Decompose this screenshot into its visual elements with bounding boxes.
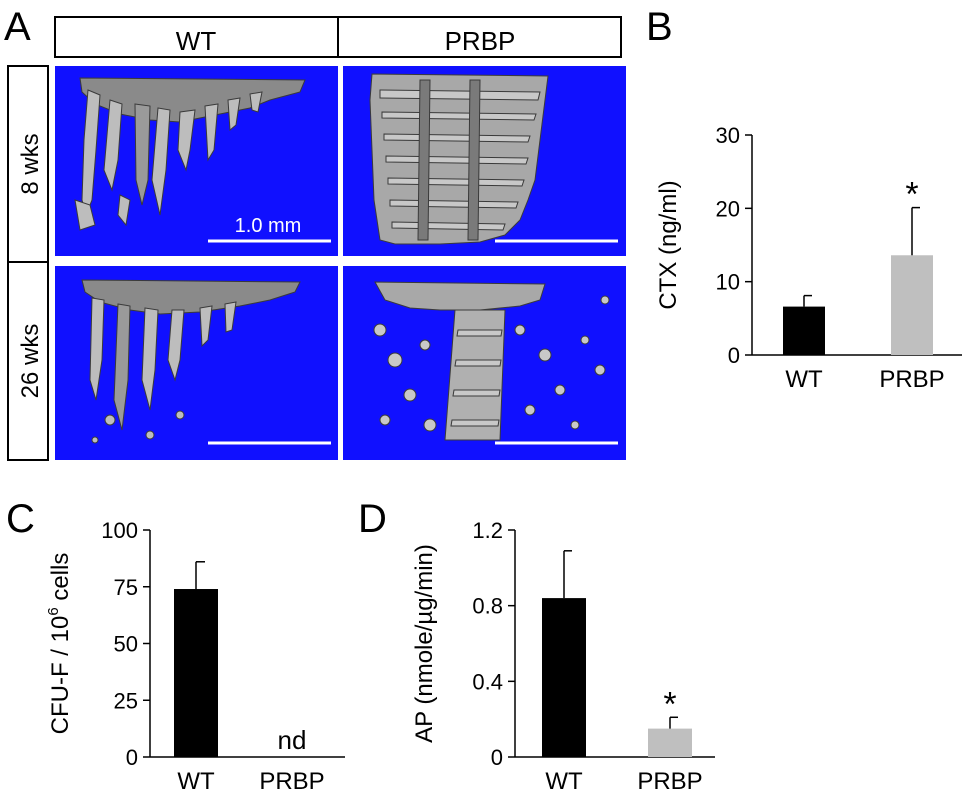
chart-c-y-tick-label: 25 [114, 688, 138, 713]
chart-d-x-label-wt: WT [545, 768, 583, 795]
col-header-wt: WT [176, 26, 217, 56]
chart-c: 0 25 50 75 100 WT nd PRBP CFU-F / 106 cells [45, 518, 345, 795]
chart-c-bar-wt [174, 589, 218, 757]
scale-bar-label: 1.0 mm [235, 215, 302, 237]
chart-d-y-tick-label: 0 [491, 745, 503, 770]
col-header-prbp: PRBP [445, 26, 516, 56]
chart-b-x-label-wt: WT [785, 366, 823, 393]
chart-c-y-tick-label: 75 [114, 575, 138, 600]
chart-d-y-tick-label: 0.4 [472, 669, 503, 694]
row-header-box-26wks [7, 261, 49, 461]
chart-c-y-axis-label: CFU-F / 106 cells [45, 553, 74, 735]
trabecular-bone-prbp-26wks [373, 281, 610, 441]
chart-c-y-tick-label: 100 [101, 518, 138, 543]
chart-c-y-tick-label: 50 [114, 632, 138, 657]
panel-label-d: D [358, 497, 387, 541]
panel-label-c: C [6, 497, 35, 541]
chart-d-y-tick-label: 0.8 [472, 594, 503, 619]
chart-b-y-tick-label: 30 [716, 123, 740, 148]
trabecular-bone-wt-8wks [74, 77, 306, 231]
trabecular-bone-wt-26wks [81, 279, 301, 444]
panel-label-b: B [646, 5, 673, 49]
trabecular-bone-prbp-8wks [369, 73, 549, 245]
chart-b-y-tick-label: 10 [716, 270, 740, 295]
chart-b-y-axis-label: CTX (ng/ml) [655, 180, 682, 309]
chart-d-x-label-prbp: PRBP [637, 768, 702, 795]
chart-c-x-label-prbp: PRBP [259, 768, 324, 795]
chart-b-y-tick-label: 20 [716, 196, 740, 221]
chart-c-annotation-prbp: nd [278, 725, 307, 755]
chart-b-bar-prbp [891, 255, 933, 355]
row-header-26wks: 26 wks [17, 324, 44, 399]
chart-b-significance-prbp: * [905, 176, 918, 214]
chart-b-x-label-prbp: PRBP [879, 366, 944, 393]
chart-c-y-tick-label: 0 [126, 745, 138, 770]
chart-d-y-axis-label: AP (nmole/µg/min) [411, 544, 438, 743]
chart-b-bar-wt [783, 306, 825, 355]
chart-d-bar-wt [542, 598, 586, 757]
chart-b-y-tick-label: 0 [728, 343, 740, 368]
chart-b: 0 10 20 30 WT * PRBP CTX (ng/ml) [655, 123, 962, 393]
row-header-8wks: 8 wks [17, 133, 44, 194]
col-header-box-prbp [337, 16, 622, 58]
chart-d-significance-prbp: * [663, 685, 676, 723]
panel-label-a: A [4, 5, 31, 49]
chart-d: 0 0.4 0.8 1.2 WT * PRBP AP (nmole/µg/min) [411, 518, 715, 795]
chart-c-x-label-wt: WT [177, 768, 215, 795]
chart-d-y-tick-label: 1.2 [472, 518, 503, 543]
chart-d-bar-prbp [648, 728, 692, 757]
